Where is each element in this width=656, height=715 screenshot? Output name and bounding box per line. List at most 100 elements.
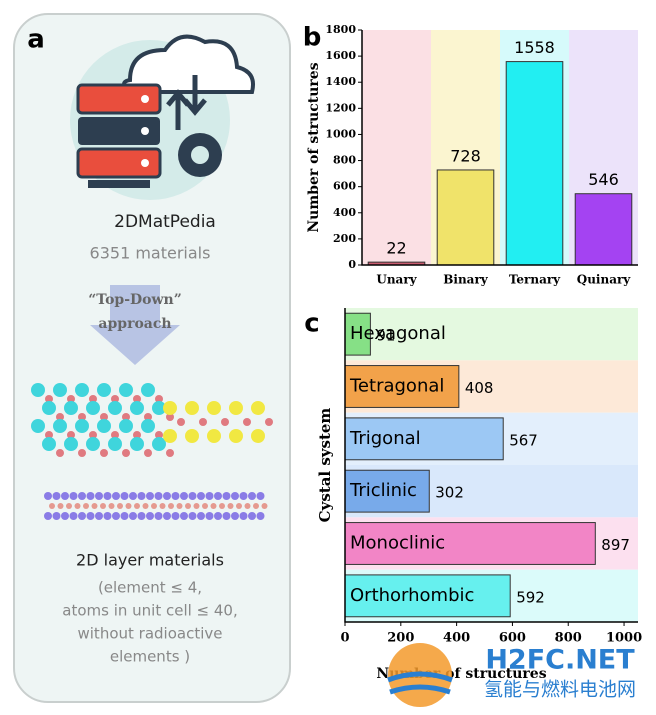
atom [129,512,137,520]
atom [89,395,97,403]
atom [75,383,89,397]
atom [231,512,239,520]
atom [146,492,154,500]
atom [56,449,64,457]
atom [141,383,155,397]
atom [168,503,174,509]
atom [66,503,72,509]
atom [163,429,177,443]
bar [574,193,633,266]
atom [57,503,64,509]
atom [239,492,248,500]
atom [31,419,45,433]
value-label: 91 [376,327,395,345]
atom [100,449,108,457]
panel-label: a [27,25,45,55]
atom [129,492,137,500]
atom [42,401,56,415]
bar [344,365,460,408]
atom [159,503,166,509]
atom [188,512,197,520]
atom [227,503,234,509]
atom [83,503,89,509]
atom [122,413,130,421]
category-band [362,30,431,265]
atom [108,401,122,415]
atom [61,512,69,520]
panel-label: b [303,23,322,53]
y-tick-label: 0 [348,258,356,271]
atom [78,492,86,500]
x-tick-label: Quinary [577,273,632,287]
x-tick-label: 800 [555,631,582,646]
watermark-name: 氢能与燃料电池网 [484,679,636,701]
panel-label: c [304,309,319,339]
atom [253,503,259,509]
atom [78,449,86,457]
atom [53,383,67,397]
y-tick-label: Trigonal [349,428,421,449]
atom [95,512,103,520]
atom [177,418,185,426]
x-tick-label: 600 [499,631,526,646]
atom [108,503,115,509]
atom [248,512,256,520]
crystal-structures [31,383,273,520]
atom [142,503,149,509]
atom [52,492,61,500]
database-name: 2DMatPedia [114,212,216,232]
x-tick-label: 0 [340,631,349,646]
atom [163,512,171,520]
atom [64,401,78,415]
atom [146,512,154,520]
atom [185,503,191,509]
value-label: 897 [601,536,630,554]
atom [49,503,55,509]
atom [199,418,207,426]
atom [180,512,188,520]
value-label: 592 [516,588,545,606]
atom [197,512,205,520]
atom [185,429,199,443]
atom [56,413,64,421]
atom [155,431,163,439]
arrow [90,285,180,365]
y-tick-label: 600 [333,180,356,193]
atom [75,419,89,433]
y-tick-label: Orthorhombic [350,585,474,606]
atom [74,503,81,509]
atom [69,512,78,520]
atom [137,512,146,520]
value-label: 567 [509,431,538,449]
atom [44,492,52,500]
criteria: (element ≤ 4, [98,579,202,597]
x-tick-label: Ternary [509,273,561,287]
atom [231,492,239,500]
watermark-site: H2FC.NET [485,645,635,676]
bar [505,61,564,266]
atom [119,383,133,397]
atom [108,437,122,451]
atom [42,437,56,451]
atom [229,429,243,443]
atom [130,437,144,451]
bar [344,469,430,513]
atom [86,512,95,520]
atom [122,449,130,457]
atom [251,401,265,415]
atom [166,413,174,421]
atom [119,419,133,433]
atom [86,492,95,500]
atom [205,492,214,500]
atom [67,431,75,439]
atom [188,492,197,500]
criteria: atoms in unit cell ≤ 40, [62,602,238,620]
atom [103,492,112,500]
atom [239,512,248,520]
atom [31,383,45,397]
atom [256,492,265,500]
atom [171,492,180,500]
atom [210,503,217,509]
atom [134,503,140,509]
atom [185,401,199,415]
